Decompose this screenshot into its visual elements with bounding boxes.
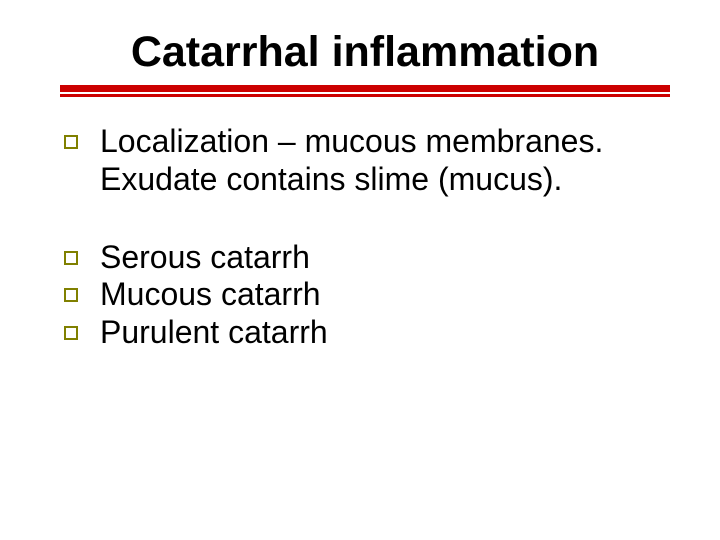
square-bullet-icon [64, 135, 78, 149]
slide-title: Catarrhal inflammation [60, 30, 670, 75]
underline-thin [60, 94, 670, 97]
underline-thick [60, 85, 670, 92]
bullet-group-2: Serous catarrh Mucous catarrh Purulent c… [64, 239, 670, 352]
list-item: Localization – mucous membranes. Exudate… [64, 123, 670, 199]
list-item: Purulent catarrh [64, 314, 670, 352]
square-bullet-icon [64, 251, 78, 265]
list-item: Mucous catarrh [64, 276, 670, 314]
square-bullet-icon [64, 288, 78, 302]
list-item: Serous catarrh [64, 239, 670, 277]
list-item-text: Purulent catarrh [100, 314, 328, 352]
list-item-text: Localization – mucous membranes. Exudate… [100, 123, 670, 199]
bullet-group-1: Localization – mucous membranes. Exudate… [64, 123, 670, 199]
list-item-text: Mucous catarrh [100, 276, 321, 314]
slide-body: Localization – mucous membranes. Exudate… [60, 123, 670, 352]
title-underline [60, 85, 670, 97]
list-item-text: Serous catarrh [100, 239, 310, 277]
square-bullet-icon [64, 326, 78, 340]
slide: Catarrhal inflammation Localization – mu… [0, 0, 720, 540]
